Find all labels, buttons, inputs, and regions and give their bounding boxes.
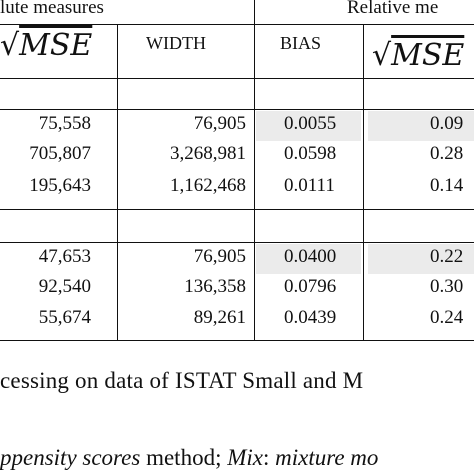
rule-group1-bottom — [0, 209, 474, 210]
table-cell: 0.22 — [430, 246, 464, 267]
table-cell: 0.0796 — [284, 276, 337, 297]
table-cell: 0.24 — [430, 307, 464, 328]
table-cell: 195,643 — [29, 175, 91, 196]
table-cell: 0.0598 — [284, 143, 337, 164]
rule-group2-top — [0, 242, 474, 243]
table-cell: 0.09 — [430, 113, 464, 134]
table-cell: 47,653 — [38, 246, 91, 267]
highlight-cell — [256, 244, 361, 274]
highlight-cell — [368, 244, 474, 274]
table-caption: cessing on data of ISTAT Small and M — [0, 368, 364, 393]
rule-under-column-header — [0, 78, 474, 79]
footnote-text: : — [262, 445, 276, 470]
highlight-cell — [368, 111, 474, 141]
footnote-term: ppensity scores — [0, 445, 141, 470]
table-cell: 1,162,468 — [170, 175, 246, 196]
table-cell: 92,540 — [38, 276, 91, 297]
table-cell: 75,558 — [38, 113, 91, 134]
rule-under-group-header — [0, 24, 474, 25]
rule-group1-top — [0, 109, 474, 110]
footnote-term: mixture mo — [275, 445, 379, 470]
footnote-text: method; — [140, 445, 228, 470]
highlight-cell — [256, 111, 361, 141]
table-cell: 0.0111 — [284, 175, 335, 196]
table-cell: 0.14 — [430, 175, 464, 196]
footnote-term: Mix — [227, 445, 263, 470]
footnote: ppensity scores method; Mix: mixture mo — [0, 445, 378, 471]
rule-table-bottom — [0, 340, 474, 341]
table-cell: 705,807 — [29, 143, 91, 164]
vrule-after-mse — [117, 24, 118, 341]
table-cell: 89,261 — [193, 307, 246, 328]
sqrt-mse-header: √MSE — [0, 28, 93, 63]
table-cell: 0.0055 — [284, 113, 337, 134]
table-cell: 3,268,981 — [170, 143, 246, 164]
vrule-after-bias — [363, 24, 364, 341]
bias-header: BIAS — [280, 33, 322, 53]
table-cell: 0.0439 — [284, 307, 337, 328]
width-header: WIDTH — [146, 33, 206, 53]
absolute-measures-header: lute measures — [0, 0, 104, 18]
table-cell: 76,905 — [193, 113, 246, 134]
table-cell: 0.30 — [430, 276, 464, 297]
table-cell: 0.28 — [430, 143, 464, 164]
table-cell: 76,905 — [193, 246, 246, 267]
relative-measures-header: Relative me — [347, 0, 439, 18]
sqrt-mse-relative-header: √MSE — [372, 38, 465, 73]
table-cell: 0.0400 — [284, 246, 337, 267]
table-cell: 55,674 — [38, 307, 91, 328]
vrule-group-divider — [254, 0, 255, 341]
table-cell: 136,358 — [184, 276, 246, 297]
